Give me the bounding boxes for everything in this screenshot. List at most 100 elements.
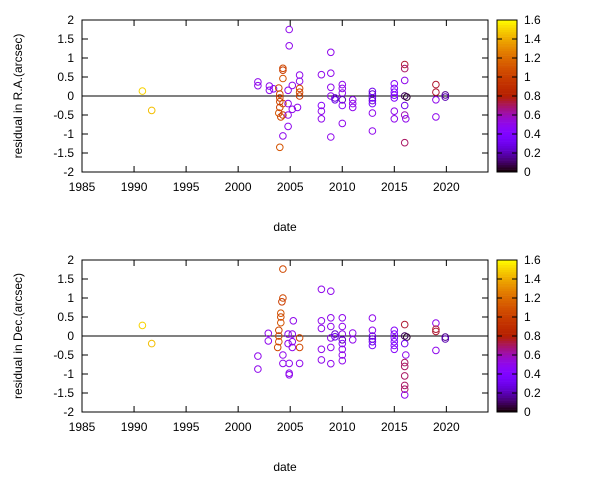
data-point: [275, 109, 283, 117]
data-point: [327, 322, 335, 331]
colorbar-band: [497, 136, 517, 140]
colorbar-band: [497, 321, 517, 325]
data-point: [327, 92, 335, 100]
data-point: [138, 87, 147, 95]
data-point: [279, 265, 287, 273]
y-tick-label: -1.5: [53, 386, 74, 400]
data-point: [402, 351, 410, 359]
data-point: [284, 99, 292, 108]
data-point: [400, 362, 409, 371]
data-point: [317, 101, 326, 110]
y-tick-label: 1: [67, 51, 74, 65]
colorbar-tick-label: 0.4: [524, 367, 541, 381]
x-tick-label: 2005: [277, 180, 304, 194]
colorbar-band: [497, 290, 517, 294]
colorbar-band: [497, 281, 517, 285]
colorbar-band: [497, 84, 517, 87]
data-point: [277, 309, 285, 318]
data-point: [348, 103, 357, 112]
data-point: [317, 356, 326, 364]
x-tick-label: 2015: [381, 180, 408, 194]
colorbar-band: [497, 366, 517, 370]
colorbar-band: [497, 359, 517, 363]
y-tick-label: -2: [63, 165, 74, 179]
colorbar-band: [497, 36, 517, 40]
colorbar-band: [497, 91, 517, 94]
data-point: [279, 111, 287, 119]
colorbar-band: [497, 388, 517, 391]
data-point: [317, 107, 326, 115]
data-point: [441, 93, 450, 101]
data-point: [432, 325, 440, 334]
data-point: [254, 78, 262, 86]
y-tick-label: 0: [67, 329, 74, 343]
ra-residual-plot: 1985 1990 1995 2000 2005 2010 2015 2020-2-1.5-1…: [11, 13, 541, 234]
colorbar-band: [497, 328, 517, 332]
data-point: [400, 391, 409, 399]
data-point: [279, 99, 287, 108]
x-tick-label: 1985: [69, 420, 96, 434]
data-point: [368, 109, 377, 117]
y-tick-label: -1.5: [53, 146, 74, 160]
colorbar-band: [497, 160, 517, 163]
data-point: [400, 372, 409, 380]
colorbar-band: [497, 143, 517, 147]
data-point: [390, 84, 399, 93]
data-point: [317, 324, 326, 333]
colorbar-band: [497, 79, 517, 83]
colorbar-band: [497, 98, 517, 102]
data-point: [275, 326, 283, 335]
colorbar-band: [497, 22, 517, 26]
y-tick-label: -0.5: [53, 108, 74, 122]
colorbar-band: [497, 153, 517, 156]
colorbar-band: [497, 312, 517, 315]
data-point: [338, 330, 347, 338]
colorbar-band: [497, 24, 517, 28]
colorbar-band: [497, 307, 517, 311]
data-point: [400, 339, 409, 348]
data-point: [279, 64, 287, 73]
colorbar-tick-label: 0: [524, 405, 531, 419]
colorbar-band: [497, 34, 517, 37]
data-point: [254, 365, 262, 373]
data-point: [279, 74, 287, 83]
colorbar-band: [497, 314, 517, 318]
colorbar-band: [497, 39, 517, 42]
colorbar-band: [497, 267, 517, 270]
data-point: [147, 106, 156, 115]
colorbar-band: [497, 283, 517, 287]
data-point: [285, 359, 294, 368]
colorbar-band: [497, 48, 517, 52]
data-point: [338, 351, 347, 359]
y-tick-label: 1.5: [57, 32, 74, 46]
data-point: [390, 115, 399, 123]
colorbar-band: [497, 162, 517, 166]
data-point: [317, 285, 326, 294]
data-point: [284, 330, 292, 338]
colorbar-tick-label: 1: [524, 310, 531, 324]
colorbar-band: [497, 67, 517, 71]
data-point: [400, 64, 409, 73]
data-point: [254, 352, 262, 360]
colorbar-band: [497, 74, 517, 78]
data-point: [327, 314, 335, 322]
y-tick-label: 1.5: [57, 272, 74, 286]
colorbar-band: [497, 46, 517, 49]
data-point: [400, 60, 409, 69]
data-point: [441, 333, 450, 341]
colorbar-band: [497, 409, 517, 413]
y-tick-label: -0.5: [53, 348, 74, 362]
data-point: [403, 333, 411, 341]
data-point: [317, 345, 326, 354]
data-point: [265, 86, 274, 95]
colorbar-tick-label: 1.2: [524, 51, 541, 65]
colorbar-band: [497, 381, 517, 384]
colorbar-band: [497, 110, 517, 113]
data-point: [284, 122, 292, 131]
data-point: [327, 343, 335, 352]
data-point: [276, 90, 284, 98]
colorbar-band: [497, 276, 517, 280]
data-point: [285, 42, 294, 50]
colorbar-tick-label: 1.6: [524, 253, 541, 267]
